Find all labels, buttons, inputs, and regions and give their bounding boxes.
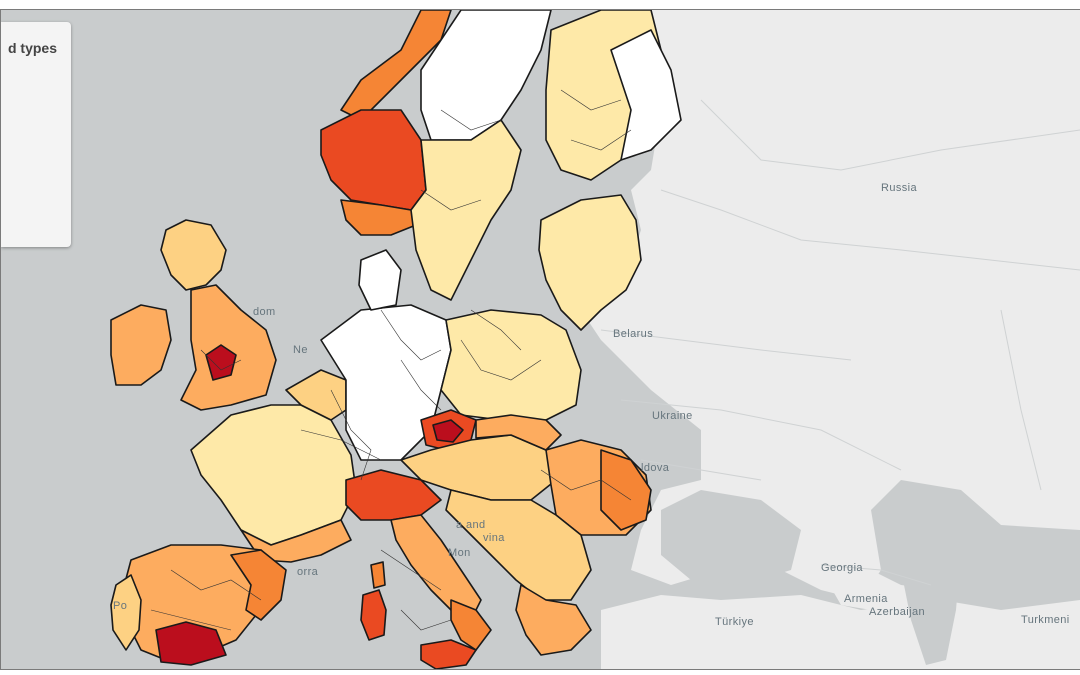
region-norway-north[interactable]	[340, 10, 452, 121]
legend-panel[interactable]: d types	[1, 22, 71, 247]
choropleth-map[interactable]	[1, 10, 1080, 669]
region-poland[interactable]	[440, 309, 582, 421]
region-finland-east[interactable]	[610, 29, 682, 161]
label-ukraine: Ukraine	[652, 410, 693, 422]
region-corsica[interactable]	[370, 561, 386, 589]
region-baltics[interactable]	[538, 194, 642, 331]
region-england[interactable]	[180, 284, 277, 411]
region-norway-south[interactable]	[340, 199, 417, 236]
label-andorra: orra	[297, 566, 319, 578]
region-sardinia[interactable]	[360, 589, 387, 641]
label-azerbaijan: Azerbaijan	[869, 606, 925, 618]
region-germany[interactable]	[320, 304, 452, 461]
basemap-turkey-land	[601, 595, 1080, 669]
region-romania-east[interactable]	[600, 449, 652, 531]
label-armenia: Armenia	[844, 593, 888, 605]
region-greece[interactable]	[515, 584, 592, 656]
region-portugal[interactable]	[110, 574, 142, 651]
region-england-core[interactable]	[205, 344, 237, 381]
region-balkans[interactable]	[445, 489, 592, 601]
region-sicily[interactable]	[420, 639, 477, 669]
label-portugal: Po	[113, 600, 128, 612]
label-turkmenistan: Turkmeni	[1021, 614, 1070, 626]
label-netherlands: Ne	[293, 344, 308, 356]
label-russia: Russia	[881, 182, 918, 194]
region-denmark[interactable]	[358, 249, 402, 311]
legend-title: d types	[7, 40, 57, 56]
label-united-kingdom: dom	[253, 306, 276, 318]
basemap-caspian-sea	[901, 488, 961, 665]
label-montenegro: Mon	[448, 547, 471, 559]
label-bosnia-2: vina	[483, 532, 505, 544]
region-sweden-south[interactable]	[410, 119, 522, 301]
region-norway-west[interactable]	[320, 109, 427, 211]
basemap-borders	[600, 99, 1080, 586]
label-bosnia-1: a and	[456, 519, 486, 531]
subregion-borders	[150, 89, 632, 631]
basemap-black-sea	[661, 490, 801, 585]
label-georgia: Georgia	[821, 562, 863, 574]
region-scotland[interactable]	[160, 219, 227, 291]
region-czechia-core[interactable]	[432, 419, 464, 443]
label-turkiye: Türkiye	[715, 616, 754, 628]
label-belarus: Belarus	[613, 328, 654, 340]
region-andalusia[interactable]	[155, 621, 227, 666]
basemap-russia-land	[581, 10, 1080, 600]
label-moldova: ldova	[641, 462, 670, 474]
region-ireland[interactable]	[110, 304, 172, 386]
region-spain-east[interactable]	[230, 549, 287, 621]
map-viewport[interactable]: d types Russia Belarus Ukraine ldova Geo…	[0, 9, 1080, 670]
region-slovakia[interactable]	[475, 414, 562, 451]
